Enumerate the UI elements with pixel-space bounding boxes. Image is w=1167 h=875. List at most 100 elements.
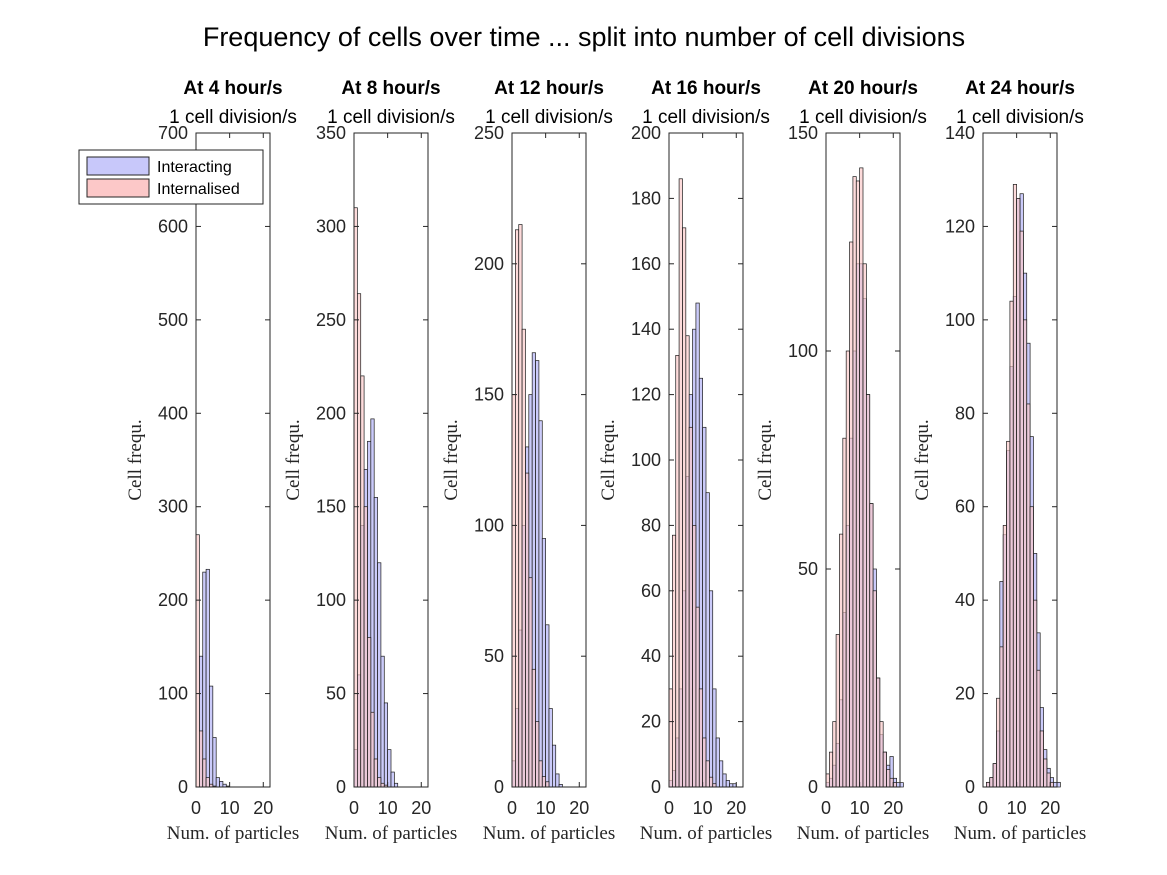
y-tick-label: 120 — [631, 385, 661, 405]
bar-interacting — [215, 777, 220, 788]
bar-internalised — [1036, 669, 1041, 788]
bar-internalised — [876, 677, 881, 788]
y-tick-label: 150 — [474, 385, 504, 405]
bar-internalised — [1039, 730, 1044, 788]
bar-interacting — [212, 737, 217, 788]
y-tick-label: 0 — [965, 777, 975, 797]
bar-internalised — [889, 777, 894, 788]
panel-title: At 4 hour/s — [183, 78, 282, 99]
panel-subtitle: 1 cell division/s — [485, 107, 613, 128]
bar-interacting — [390, 771, 395, 788]
axes-box — [511, 132, 587, 788]
bar-internalised — [1012, 184, 1017, 788]
bar-internalised — [695, 606, 700, 788]
bar-internalised — [1046, 772, 1051, 788]
x-tick-label: 20 — [1040, 798, 1060, 818]
bar-interacting — [383, 702, 388, 788]
bar-internalised — [535, 721, 540, 788]
x-tick-label: 10 — [1007, 798, 1027, 818]
bar-internalised — [360, 375, 365, 788]
panel-title: At 16 hour/s — [651, 78, 761, 99]
bar-internalised — [1006, 440, 1011, 788]
panel-subtitle: 1 cell division/s — [169, 107, 297, 128]
y-tick-label: 150 — [316, 497, 346, 517]
bar-internalised — [886, 769, 891, 788]
bar-internalised — [678, 178, 683, 788]
subplot-2: 0 50 100 150 200 250 300 350 0 10 20 At 8 hour/s 1 c… — [283, 78, 457, 844]
bar-internalised — [869, 503, 874, 788]
bar-internalised — [682, 227, 687, 788]
y-tick-label: 0 — [808, 777, 818, 797]
subplot-3: 0 50 100 150 200 250 0 10 20 At 12 hour/s 1 cell d… — [441, 78, 615, 844]
bar-internalised — [709, 776, 714, 788]
y-tick-label: 140 — [631, 319, 661, 339]
bar-internalised — [205, 777, 210, 788]
bar-internalised — [525, 472, 530, 788]
bar-internalised — [672, 534, 677, 788]
bar-internalised — [879, 721, 884, 788]
y-tick-label: 200 — [158, 590, 188, 610]
subplot-6: 0 20 40 60 80 100 120 140 0 10 20 At 24 hour/s 1 cel… — [912, 78, 1086, 844]
y-tick-label: 300 — [158, 497, 188, 517]
bar-internalised — [698, 688, 703, 788]
y-tick-label: 40 — [955, 590, 975, 610]
y-tick-label: 350 — [316, 123, 346, 143]
y-tick-label: 0 — [494, 777, 504, 797]
x-tick-label: 10 — [536, 798, 556, 818]
x-axis-label: Num. of particles — [954, 823, 1086, 844]
x-tick-label: 0 — [191, 798, 201, 818]
y-tick-label: 0 — [178, 777, 188, 797]
legend-label-internalised: Internalised — [157, 181, 240, 198]
bar-internalised — [859, 167, 864, 788]
x-tick-label: 0 — [349, 798, 359, 818]
bar-internalised — [986, 781, 991, 788]
bar-internalised — [849, 241, 854, 788]
y-tick-label: 0 — [651, 777, 661, 797]
x-tick-label: 0 — [507, 798, 517, 818]
bar-internalised — [545, 781, 550, 788]
y-tick-label: 250 — [474, 123, 504, 143]
bar-internalised — [1009, 300, 1014, 788]
bar-internalised — [531, 668, 536, 788]
x-tick-label: 20 — [411, 798, 431, 818]
x-tick-label: 20 — [883, 798, 903, 818]
bar-internalised — [1049, 781, 1054, 788]
bar-internalised — [685, 335, 690, 788]
y-tick-label: 200 — [631, 123, 661, 143]
bar-internalised — [839, 533, 844, 788]
bar-interacting — [712, 688, 717, 788]
panel-subtitle: 1 cell division/s — [799, 107, 927, 128]
bar-interacting — [202, 571, 207, 788]
legend-swatch-internalised — [86, 178, 150, 198]
bar-interacting — [552, 744, 557, 788]
x-tick-label: 0 — [821, 798, 831, 818]
panel-subtitle: 1 cell division/s — [642, 107, 770, 128]
bar-interacting — [377, 562, 382, 788]
bar-internalised — [852, 176, 857, 788]
bar-internalised — [668, 688, 673, 788]
bar-internalised — [989, 777, 994, 788]
bar-internalised — [367, 637, 372, 788]
x-tick-label: 0 — [664, 798, 674, 818]
bar-internalised — [195, 534, 200, 788]
x-tick-label: 10 — [378, 798, 398, 818]
bar-interacting — [719, 760, 724, 788]
y-tick-label: 80 — [641, 515, 661, 535]
y-tick-label: 100 — [788, 341, 818, 361]
axes-box — [982, 132, 1058, 788]
bar-internalised — [1023, 319, 1028, 788]
bar-interacting — [722, 773, 727, 788]
panel-title: At 24 hour/s — [965, 78, 1075, 99]
bar-internalised — [872, 590, 877, 788]
y-axis-label: Cell frequ. — [283, 419, 304, 500]
subplot-1: 0 100 200 300 400 500 600 700 0 10 20 At 4 hour/s 1 … — [125, 78, 299, 844]
bar-internalised — [862, 263, 867, 788]
bar-internalised — [882, 751, 887, 788]
bar-interacting — [387, 749, 392, 788]
y-tick-label: 80 — [955, 403, 975, 423]
y-tick-label: 20 — [641, 712, 661, 732]
bar-internalised — [992, 763, 997, 788]
bar-internalised — [353, 207, 358, 788]
bar-internalised — [1043, 758, 1048, 788]
